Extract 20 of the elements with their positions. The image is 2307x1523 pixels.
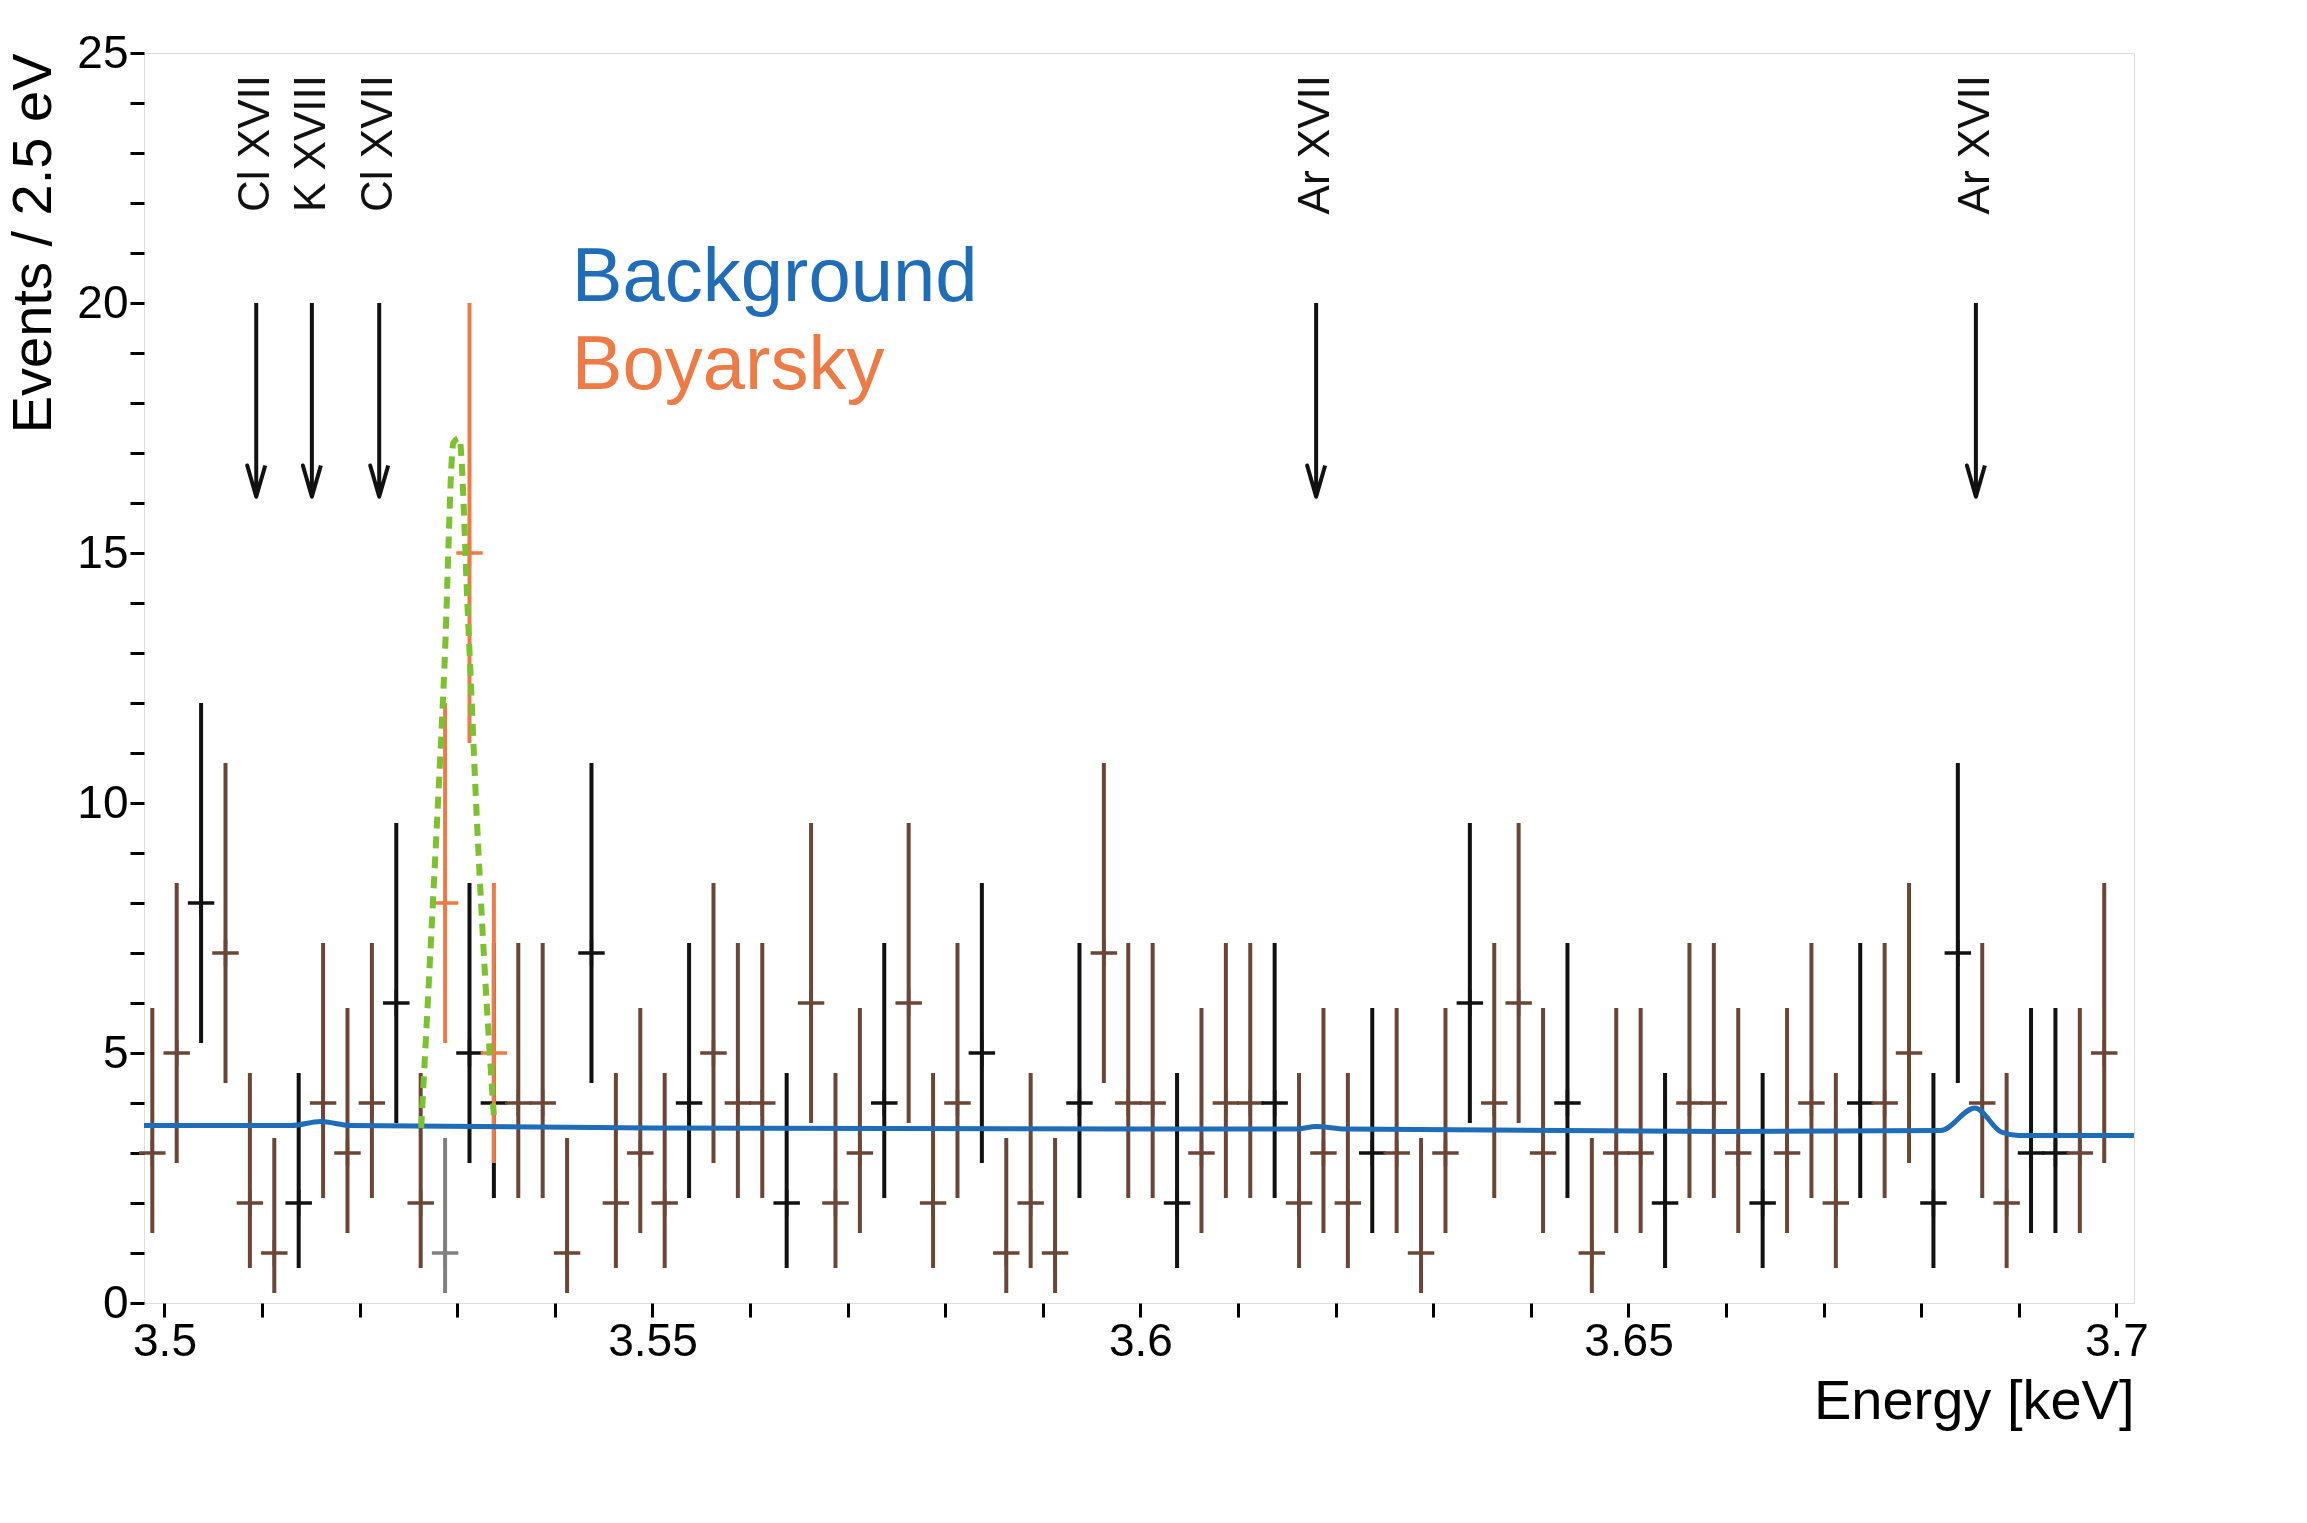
y-tick-label: 0: [102, 1275, 129, 1328]
y-tick-label: 15: [77, 525, 129, 578]
y-tick-label: 10: [77, 775, 129, 828]
y-tick-label: 25: [77, 25, 129, 78]
ref-line-label: Cl XVII: [352, 75, 402, 212]
ref-line-label: Ar XVII: [1948, 75, 1998, 215]
x-axis-title: Energy [keV]: [1813, 1367, 2135, 1431]
ref-line-label: K XVIII: [284, 75, 334, 212]
text: Boyarsky: [571, 320, 885, 405]
ref-line-label: Ar XVII: [1289, 75, 1339, 215]
x-tick-label: 3.6: [1108, 1313, 1173, 1366]
y-axis-title: Events / 2.5 eV: [0, 52, 64, 434]
x-tick-label: 3.65: [1584, 1313, 1674, 1366]
y-tick-label: 20: [77, 275, 129, 328]
text: Background: [571, 232, 978, 317]
x-tick-label: 3.5: [133, 1313, 197, 1366]
x-tick-label: 3.7: [2084, 1313, 2149, 1366]
ref-line-label: Cl XVII: [229, 75, 279, 212]
x-tick-label: 3.55: [608, 1313, 698, 1366]
y-tick-label: 5: [102, 1025, 129, 1078]
